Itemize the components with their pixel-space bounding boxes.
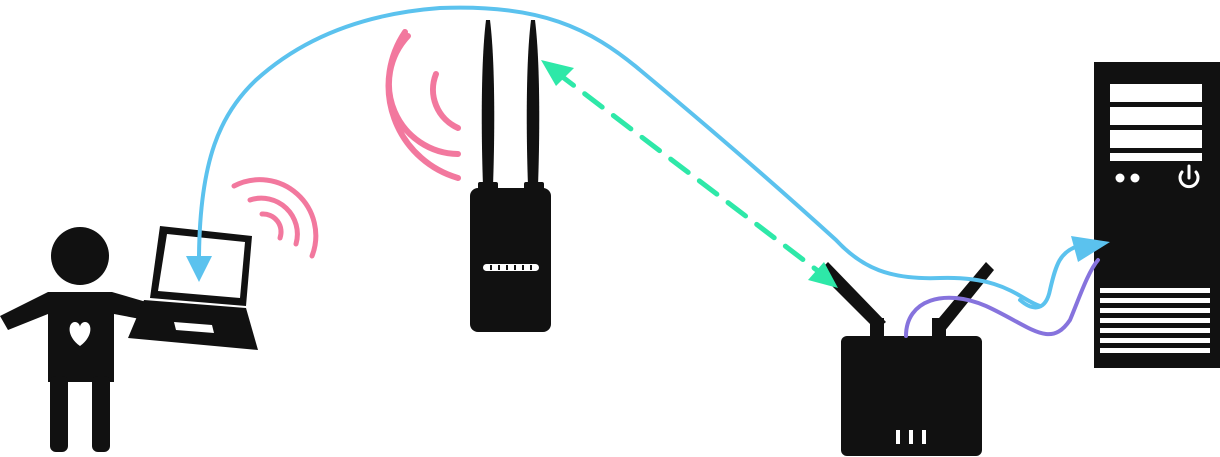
access-point-wifi-signal-icon xyxy=(385,29,461,181)
server-vent xyxy=(1100,288,1210,353)
access-point-antenna-right xyxy=(526,20,540,186)
router xyxy=(818,262,994,456)
person-leg-left xyxy=(50,376,68,452)
data-path-to-server-line xyxy=(1018,244,1080,310)
server-led-1 xyxy=(1115,173,1125,183)
laptop xyxy=(128,226,258,350)
server-led-2 xyxy=(1130,173,1140,183)
wireless-link-line xyxy=(553,69,825,277)
router-antenna-left xyxy=(818,262,886,330)
access-point-antenna-left xyxy=(481,20,495,186)
router-body xyxy=(841,336,982,456)
server xyxy=(1094,62,1220,368)
access-point xyxy=(470,20,551,332)
router-arrowhead-icon xyxy=(808,262,838,288)
access-point-body xyxy=(470,188,551,332)
data-path-line xyxy=(197,5,1042,308)
access-point-arrowhead-icon xyxy=(541,60,574,86)
laptop-wifi-signal-icon xyxy=(231,177,319,259)
person xyxy=(0,227,160,452)
person-leg-right xyxy=(92,376,110,452)
person-head xyxy=(51,227,109,285)
router-ports xyxy=(896,430,926,444)
access-point-status-strip xyxy=(483,264,539,271)
power-icon xyxy=(1178,164,1200,189)
server-arrowhead-icon xyxy=(1071,236,1110,262)
heart-icon xyxy=(69,322,91,346)
wired-connection-line xyxy=(904,258,1100,338)
laptop-arrowhead-icon xyxy=(186,256,212,282)
